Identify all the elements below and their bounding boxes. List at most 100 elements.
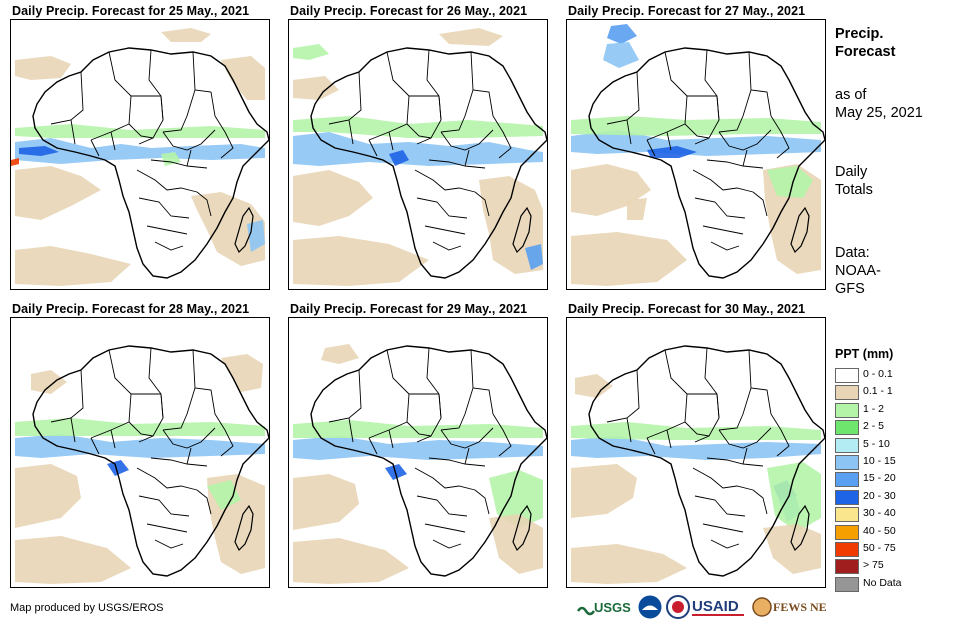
country-border xyxy=(406,421,432,437)
country-border xyxy=(368,437,378,455)
country-border xyxy=(328,369,362,423)
country-border xyxy=(416,495,468,517)
country-border xyxy=(348,417,354,443)
legend-swatch xyxy=(835,524,859,540)
legend-label: 50 - 75 xyxy=(863,541,896,554)
map-credit: Map produced by USGS/EROS xyxy=(10,602,164,614)
country-border xyxy=(710,241,740,251)
country-border xyxy=(432,241,462,251)
precip-area xyxy=(207,480,241,510)
country-border xyxy=(148,347,164,419)
legend: 0 - 0.1 0.1 - 1 1 - 2 2 - 5 5 - 10 10 - 15 15 … xyxy=(835,366,955,592)
country-border xyxy=(110,429,116,449)
country-border xyxy=(328,71,362,125)
country-border xyxy=(192,51,216,117)
country-border xyxy=(50,71,84,125)
forecast-panel-3: Daily Precip. Forecast for 27 May., 2021 xyxy=(566,4,826,290)
country-border xyxy=(136,169,198,193)
precip-area xyxy=(767,462,821,532)
precip-area xyxy=(575,374,613,398)
country-border xyxy=(186,447,192,465)
africa-coastline xyxy=(32,47,269,279)
madagascar-coastline xyxy=(512,504,532,552)
panel-title: Daily Precip. Forecast for 28 May., 2021 xyxy=(12,302,250,316)
sidebar-totals-line1: Daily xyxy=(835,164,868,180)
legend-swatch xyxy=(835,472,859,488)
legend-item: 15 - 20 xyxy=(835,470,955,488)
country-border xyxy=(626,417,632,443)
forecast-panel-6: Daily Precip. Forecast for 30 May., 2021 xyxy=(566,302,826,588)
svg-text:USAID: USAID xyxy=(692,598,739,615)
legend-swatch xyxy=(835,489,859,505)
country-border xyxy=(416,197,468,219)
precip-area xyxy=(293,132,543,166)
legend-item: 5 - 10 xyxy=(835,436,955,453)
country-border xyxy=(432,539,462,549)
africa-coastline xyxy=(588,345,825,577)
svg-text:USGS: USGS xyxy=(594,600,631,615)
country-border xyxy=(90,139,100,157)
country-border xyxy=(748,51,772,117)
country-border xyxy=(666,131,672,151)
legend-item: 30 - 40 xyxy=(835,505,955,523)
country-border xyxy=(694,393,720,443)
country-border xyxy=(416,95,442,145)
africa-map xyxy=(10,317,270,588)
country-border xyxy=(70,417,76,443)
precip-area xyxy=(571,130,821,156)
country-border xyxy=(474,191,490,217)
country-border xyxy=(348,119,354,145)
country-border xyxy=(138,197,190,219)
country-border xyxy=(138,95,164,145)
map-canvas xyxy=(571,24,825,286)
precip-area xyxy=(15,536,131,584)
legend-item: 10 - 15 xyxy=(835,453,955,470)
legend-item: No Data xyxy=(835,575,955,592)
country-border xyxy=(108,51,161,97)
country-border xyxy=(136,467,198,491)
madagascar-coastline xyxy=(234,206,254,254)
country-border xyxy=(162,89,196,133)
legend-swatch xyxy=(835,385,859,401)
country-border xyxy=(192,349,216,415)
country-border xyxy=(428,159,486,169)
legend-label: > 75 xyxy=(863,559,884,572)
map-canvas xyxy=(293,344,547,584)
country-border xyxy=(718,129,772,151)
sidebar-data-line2: NOAA- xyxy=(835,263,881,279)
country-border xyxy=(706,159,764,169)
country-border xyxy=(440,129,494,151)
usgs-logo: USGS xyxy=(576,595,634,619)
sidebar-data-line1: Data: xyxy=(835,245,870,261)
precip-area xyxy=(571,422,821,440)
country-border xyxy=(470,51,494,117)
country-border xyxy=(704,347,720,419)
country-border xyxy=(440,89,474,133)
panel-title: Daily Precip. Forecast for 29 May., 2021 xyxy=(290,302,528,316)
precip-area xyxy=(15,434,265,458)
country-border xyxy=(770,413,790,457)
usaid-logo: USAID xyxy=(692,595,750,619)
precip-area xyxy=(107,460,129,476)
country-border xyxy=(196,489,212,515)
precip-area xyxy=(221,56,265,100)
country-border xyxy=(718,427,772,449)
country-border xyxy=(742,149,748,167)
country-border xyxy=(110,131,116,151)
legend-label: 10 - 15 xyxy=(863,454,896,467)
legend-item: 20 - 30 xyxy=(835,488,955,505)
country-border xyxy=(770,115,790,159)
precip-area xyxy=(571,464,637,518)
country-border xyxy=(426,49,442,121)
country-border xyxy=(90,393,132,439)
precip-area xyxy=(15,138,265,164)
precip-area xyxy=(767,166,813,198)
country-border xyxy=(214,413,234,457)
precip-area xyxy=(571,544,687,584)
sidebar-title-line1: Precip. xyxy=(835,26,884,42)
precip-area xyxy=(293,116,543,138)
country-border xyxy=(428,457,486,467)
madagascar-coastline xyxy=(512,206,532,254)
forecast-panel-1: Daily Precip. Forecast for 25 May., 2021 xyxy=(10,4,270,290)
precip-area xyxy=(571,116,821,136)
